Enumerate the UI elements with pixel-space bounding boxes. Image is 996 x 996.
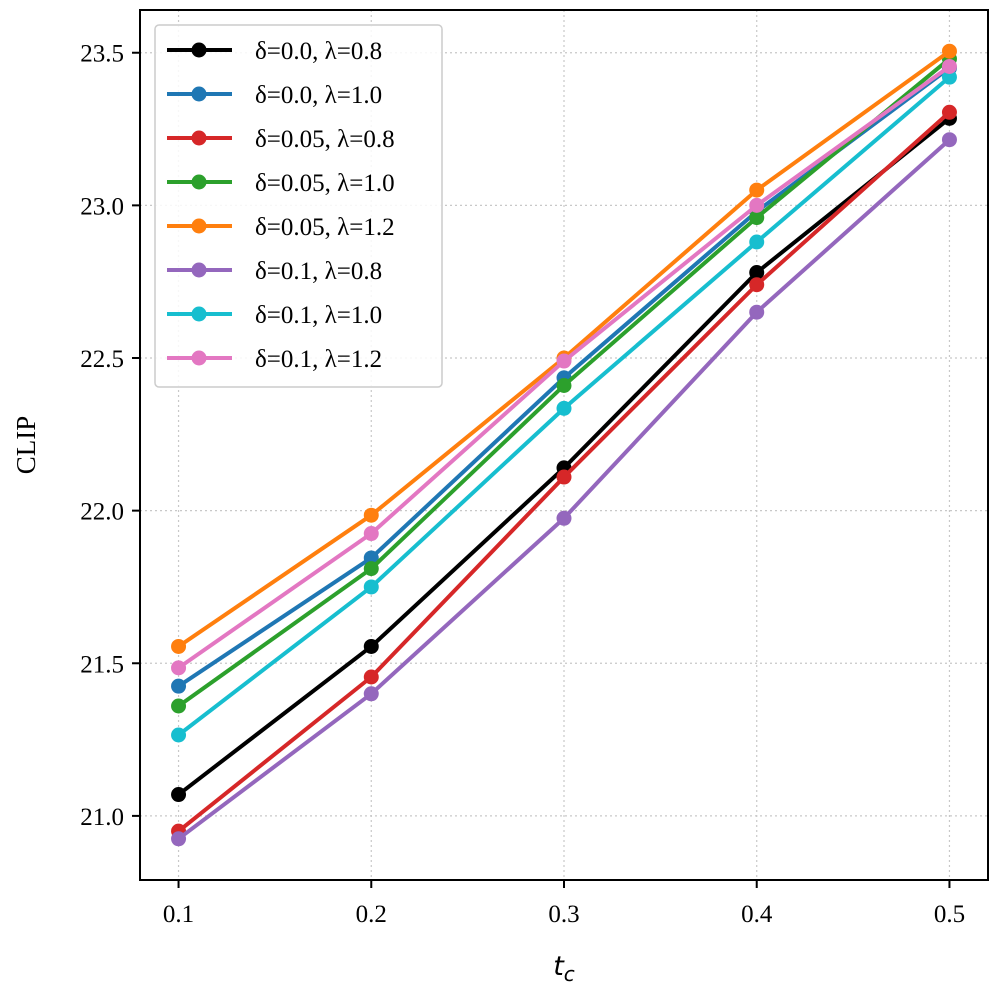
legend-marker	[191, 262, 207, 278]
x-axis-label-subscript: c	[564, 962, 575, 986]
legend-label: δ=0.05, λ=0.8	[255, 126, 395, 153]
data-point	[941, 43, 957, 59]
legend-label: δ=0.1, λ=0.8	[255, 258, 382, 285]
data-point	[749, 265, 765, 281]
x-tick-label: 0.2	[356, 901, 387, 928]
legend-item: δ=0.1, λ=0.8	[167, 258, 382, 285]
legend-marker	[191, 42, 207, 58]
y-tick-label: 22.0	[80, 499, 124, 526]
series-6	[171, 69, 957, 743]
data-point	[556, 353, 572, 369]
legend-item: δ=0.0, λ=1.0	[167, 82, 382, 109]
data-point	[171, 678, 187, 694]
data-point	[363, 579, 379, 595]
x-tick-label: 0.3	[548, 901, 579, 928]
legend-label: δ=0.0, λ=0.8	[255, 38, 382, 65]
data-point	[363, 507, 379, 523]
data-point	[941, 132, 957, 148]
data-point	[556, 400, 572, 416]
y-axis-ticks: 21.0 21.5 22.0 22.5 23.0 23.5	[80, 41, 140, 831]
data-point	[556, 377, 572, 393]
legend-item: δ=0.05, λ=1.0	[167, 170, 395, 197]
data-point	[556, 469, 572, 485]
x-tick-label: 0.1	[163, 901, 194, 928]
x-axis-label-base: t	[553, 951, 565, 982]
legend-marker	[191, 130, 207, 146]
y-tick-label: 23.0	[80, 193, 124, 220]
data-point	[749, 304, 765, 320]
legend-item: δ=0.05, λ=0.8	[167, 126, 395, 153]
legend-label: δ=0.05, λ=1.0	[255, 170, 395, 197]
data-point	[171, 698, 187, 714]
x-axis-label: tc	[553, 951, 575, 986]
legend-marker	[191, 218, 207, 234]
legend-label: δ=0.1, λ=1.0	[255, 302, 382, 329]
data-point	[749, 182, 765, 198]
data-point	[171, 787, 187, 803]
data-point	[171, 727, 187, 743]
legend-marker	[191, 86, 207, 102]
data-point	[556, 510, 572, 526]
legend-marker	[191, 174, 207, 190]
data-point	[941, 58, 957, 74]
legend-item: δ=0.1, λ=1.2	[167, 346, 382, 373]
data-point	[171, 638, 187, 654]
y-axis-label: CLIP	[11, 416, 41, 475]
y-tick-label: 23.5	[80, 41, 124, 68]
legend-box	[154, 24, 443, 388]
x-axis-ticks: 0.1 0.2 0.3 0.4 0.5	[163, 880, 965, 928]
y-tick-label: 21.5	[80, 651, 124, 678]
legend-item: δ=0.1, λ=1.0	[167, 302, 382, 329]
data-point	[749, 210, 765, 226]
data-point	[363, 669, 379, 685]
legend-marker	[191, 306, 207, 322]
legend-item: δ=0.0, λ=0.8	[167, 38, 382, 65]
data-point	[171, 660, 187, 676]
data-point	[171, 831, 187, 847]
legend-marker	[191, 350, 207, 366]
data-point	[941, 69, 957, 85]
data-point	[363, 550, 379, 566]
x-tick-label: 0.5	[934, 901, 965, 928]
y-tick-label: 21.0	[80, 804, 124, 831]
data-point	[749, 197, 765, 213]
data-point	[363, 526, 379, 542]
legend-label: δ=0.05, λ=1.2	[255, 214, 395, 241]
data-point	[363, 686, 379, 702]
legend: δ=0.0, λ=0.8 δ=0.0, λ=1.0 δ=0.05, λ=0.8 δ=0…	[154, 24, 443, 388]
y-tick-label: 22.5	[80, 346, 124, 373]
series-7	[171, 58, 957, 676]
legend-item: δ=0.05, λ=1.2	[167, 214, 395, 241]
legend-label: δ=0.1, λ=1.2	[255, 346, 382, 373]
data-point	[749, 234, 765, 250]
series-group	[171, 43, 957, 847]
data-point	[363, 638, 379, 654]
x-tick-label: 0.4	[741, 901, 773, 928]
legend-label: δ=0.0, λ=1.0	[255, 82, 382, 109]
data-point	[749, 277, 765, 293]
series-5	[171, 132, 957, 847]
data-point	[363, 561, 379, 577]
data-point	[941, 104, 957, 120]
